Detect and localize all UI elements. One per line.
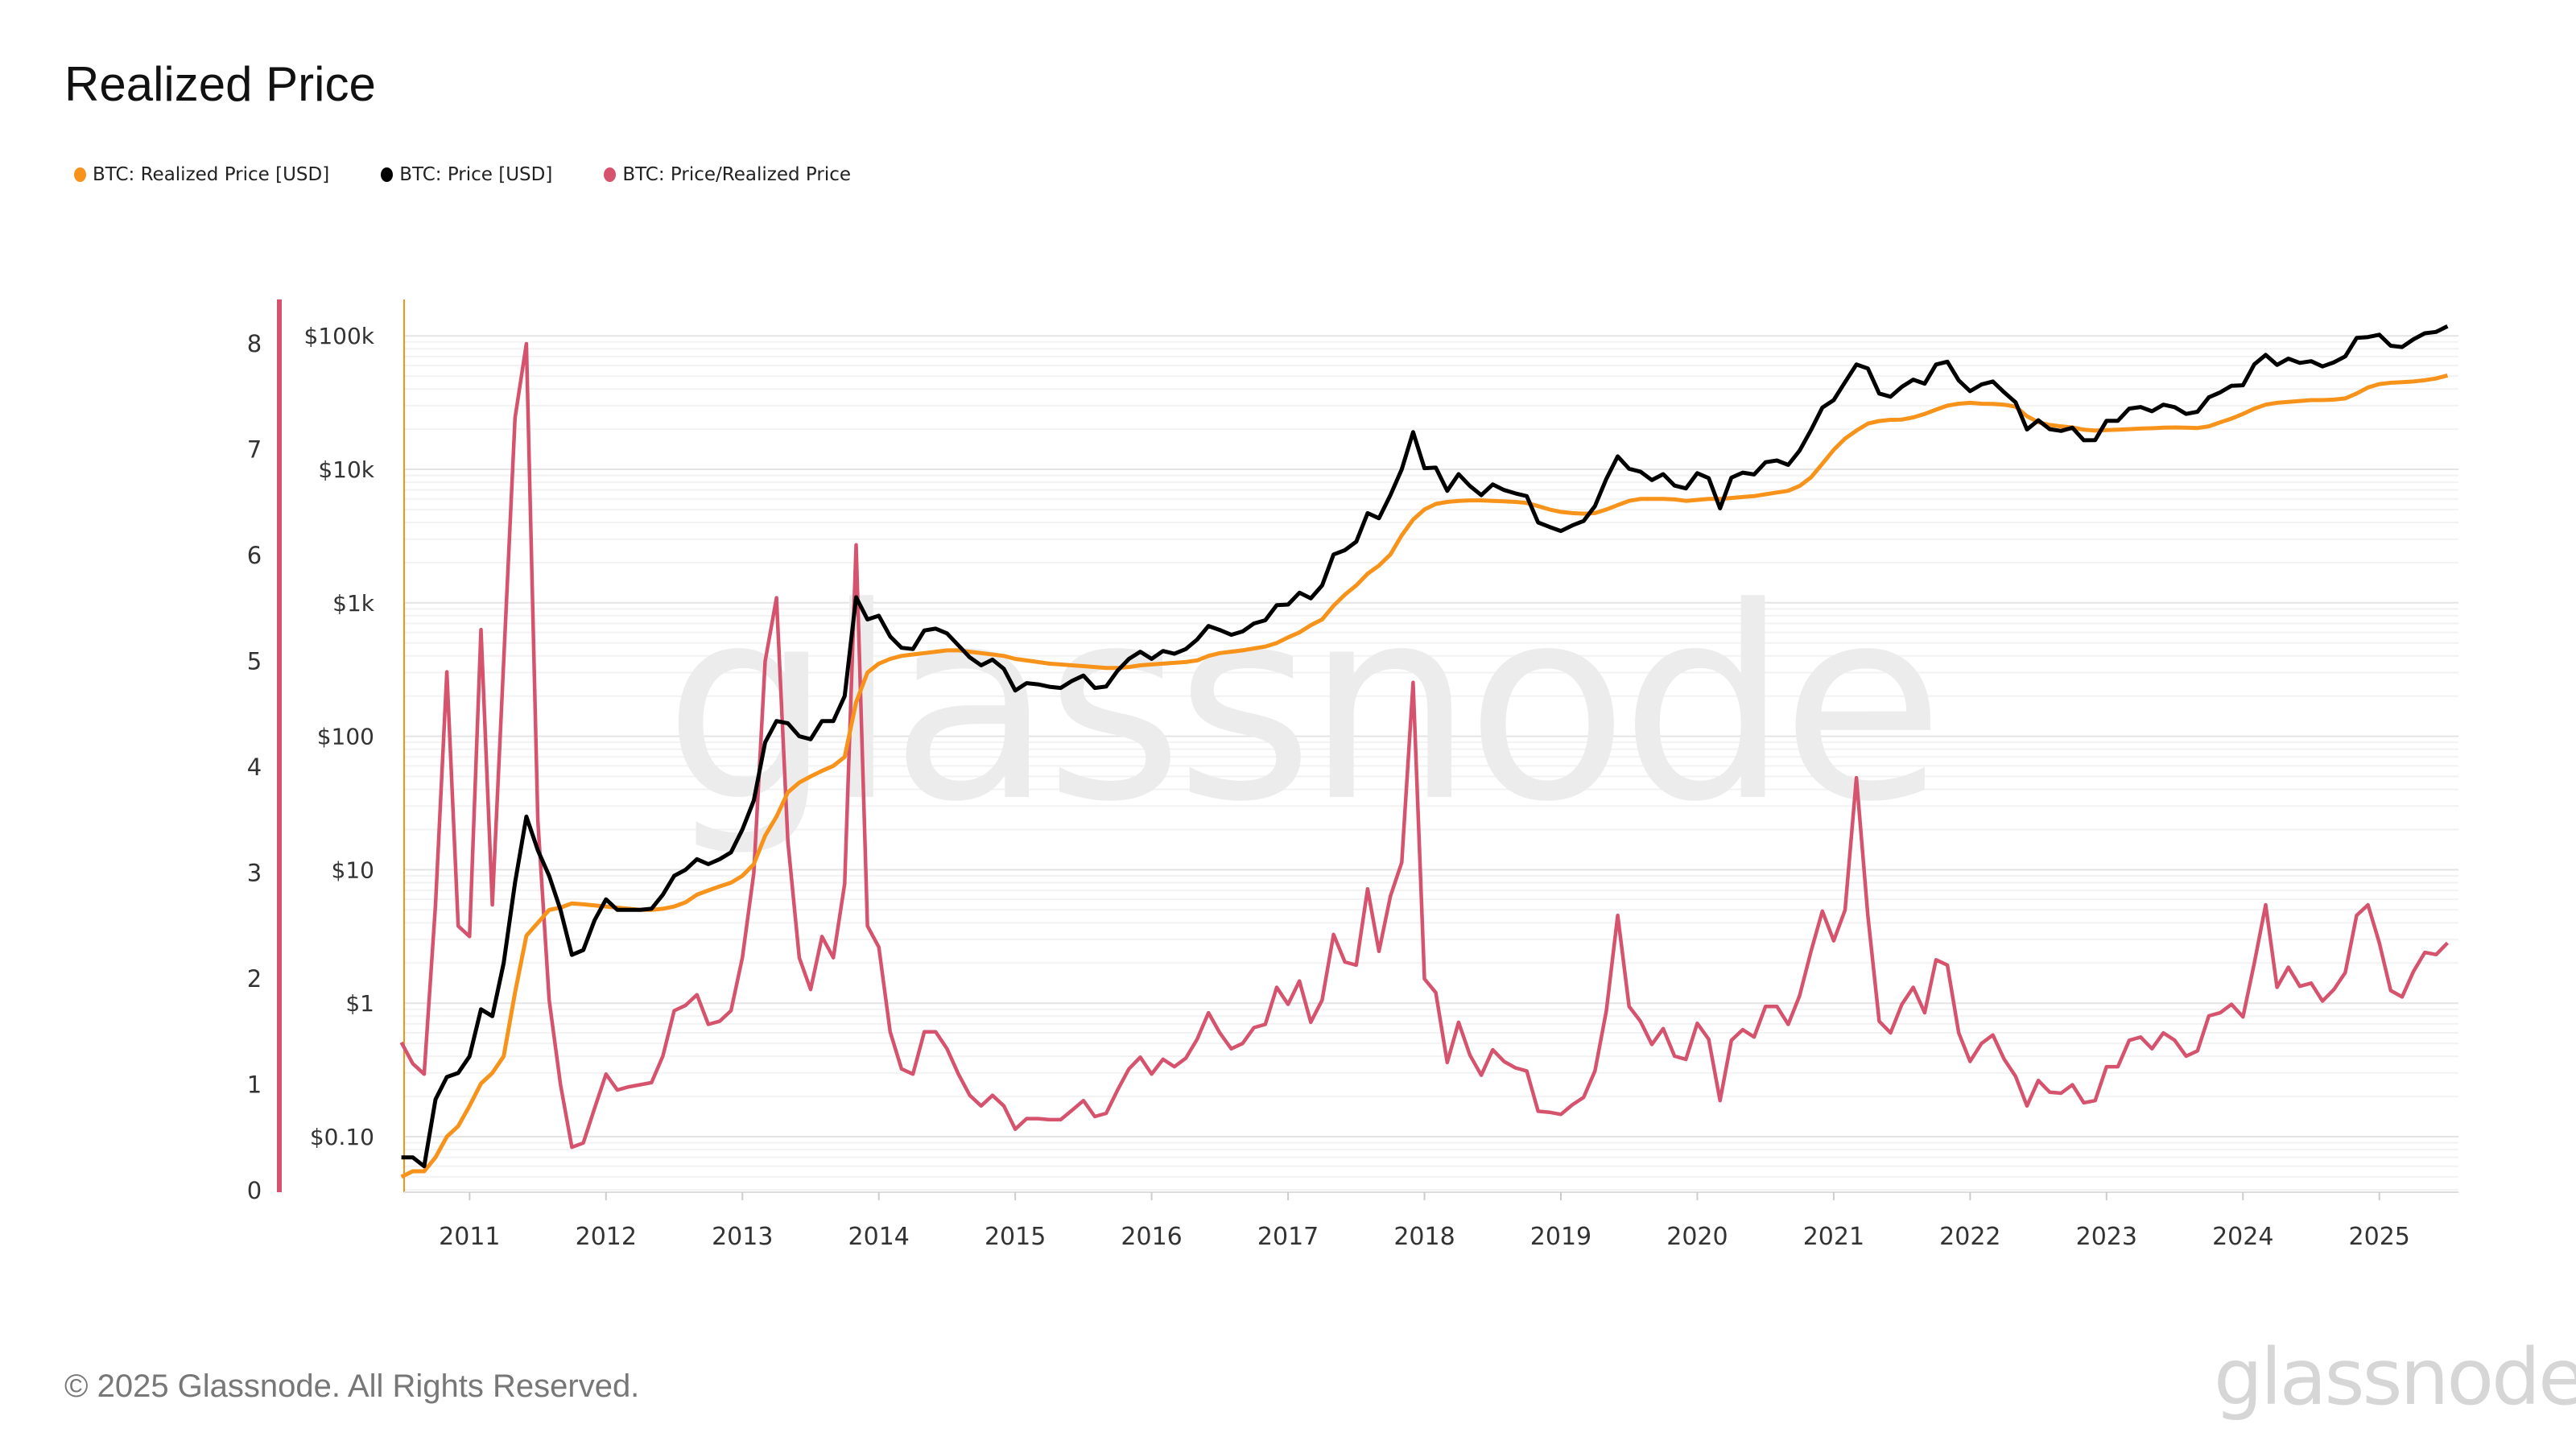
log-tick-label: $100 — [317, 724, 374, 750]
x-tick-label: 2014 — [848, 1223, 910, 1251]
x-tick-label: 2023 — [2076, 1223, 2137, 1251]
left-tick-label: 2 — [247, 965, 262, 993]
x-tick-label: 2024 — [2212, 1223, 2273, 1251]
gridlines — [404, 335, 2458, 1191]
legend-item-realized-price[interactable]: BTC: Realized Price [USD] — [74, 164, 329, 185]
left-tick-label: 4 — [247, 753, 262, 781]
legend-item-ratio[interactable]: BTC: Price/Realized Price — [604, 164, 851, 185]
log-tick-label: $0.10 — [310, 1124, 374, 1150]
log-tick-label: $1 — [345, 990, 374, 1017]
x-tick-label: 2025 — [2349, 1223, 2410, 1251]
x-tick-label: 2017 — [1257, 1223, 1319, 1251]
legend: BTC: Realized Price [USD] BTC: Price [US… — [74, 164, 851, 185]
copyright-footer: © 2025 Glassnode. All Rights Reserved. — [64, 1368, 640, 1404]
left-tick-label: 0 — [247, 1177, 262, 1204]
legend-dot-icon — [604, 167, 617, 182]
legend-item-price[interactable]: BTC: Price [USD] — [381, 164, 552, 185]
glassnode-logo: glassnode — [2214, 1332, 2576, 1422]
x-tick-label: 2020 — [1666, 1223, 1728, 1251]
left-tick-label: 8 — [247, 330, 262, 357]
left-tick-label: 5 — [247, 648, 262, 675]
legend-label: BTC: Realized Price [USD] — [93, 164, 330, 185]
x-tick-label: 2018 — [1393, 1223, 1455, 1251]
x-tick-label: 2016 — [1121, 1223, 1182, 1251]
legend-dot-icon — [74, 167, 86, 182]
left-tick-label: 7 — [247, 436, 262, 464]
x-tick-label: 2021 — [1803, 1223, 1864, 1251]
log-tick-label: $1k — [332, 590, 375, 617]
x-tick-label: 2022 — [1939, 1223, 2000, 1251]
left-tick-label: 1 — [247, 1071, 262, 1099]
legend-label: BTC: Price/Realized Price — [622, 164, 851, 185]
left-tick-label: 6 — [247, 542, 262, 569]
watermark: glassnode — [664, 551, 1937, 860]
legend-label: BTC: Price [USD] — [399, 164, 553, 185]
series-line-realized-price — [400, 373, 2449, 1179]
log-tick-label: $100k — [304, 323, 375, 349]
series-line-price — [401, 324, 2449, 1169]
series-lines — [399, 324, 2450, 1179]
x-tick-label: 2013 — [712, 1223, 773, 1251]
x-tick-label: 2019 — [1530, 1223, 1591, 1251]
log-tick-label: $10 — [332, 857, 374, 883]
legend-dot-icon — [381, 167, 394, 182]
x-tick-label: 2015 — [985, 1223, 1046, 1251]
chart-title: Realized Price — [64, 57, 376, 111]
log-tick-label: $10k — [318, 456, 374, 483]
left-tick-label: 3 — [247, 860, 262, 887]
axes: 0 1 2 3 4 5 6 7 8 $0.10 $1 $10 $100 $1k $10k $100k 2011 2… — [247, 299, 2458, 1251]
x-tick-label: 2011 — [439, 1223, 500, 1251]
x-tick-label: 2012 — [576, 1223, 637, 1251]
series-line-price-realized-ratio — [399, 341, 2450, 1150]
